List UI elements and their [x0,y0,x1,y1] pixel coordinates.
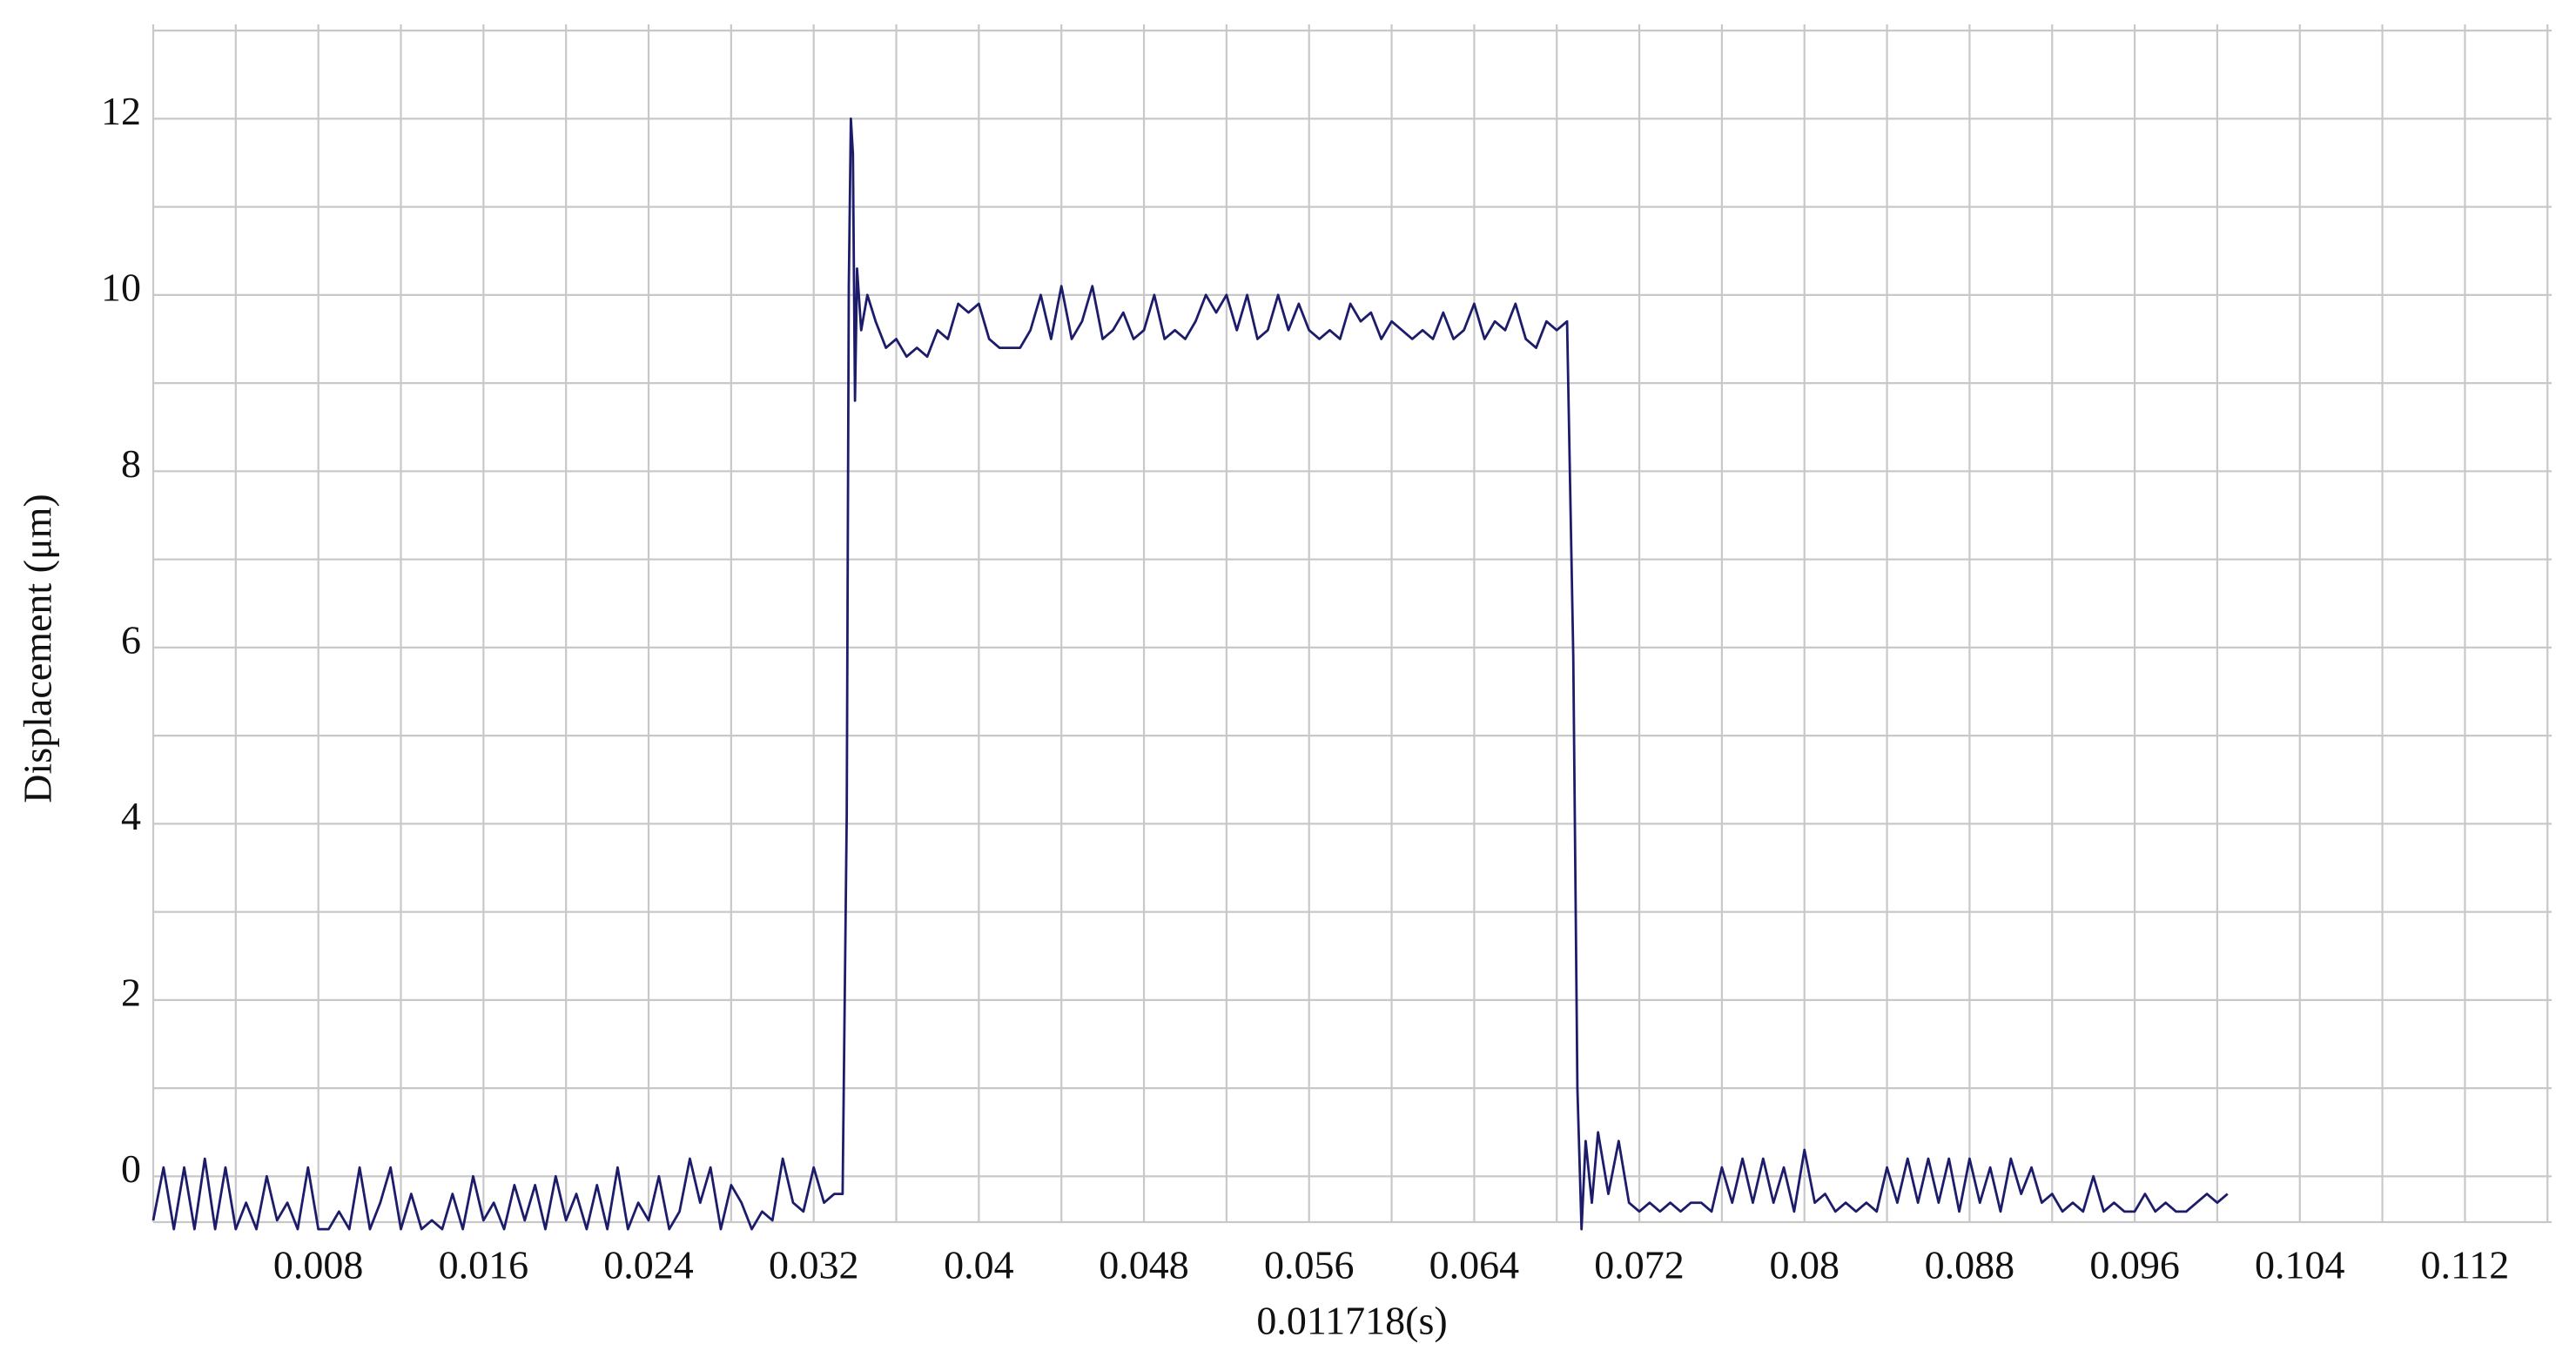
x-tick-label: 0.096 [2089,1243,2180,1287]
y-tick-label: 8 [121,441,141,486]
x-tick-label: 0.104 [2255,1243,2345,1287]
x-tick-label: 0.032 [769,1243,859,1287]
x-tick-label: 0.008 [273,1243,364,1287]
y-tick-label: 4 [121,794,141,838]
x-axis-label: 0.011718(s) [1256,1299,1447,1343]
x-tick-label: 0.08 [1769,1243,1840,1287]
x-tick-label: 0.088 [1925,1243,2015,1287]
x-tick-label: 0.04 [944,1243,1014,1287]
x-tick-label: 0.056 [1264,1243,1355,1287]
y-tick-label: 12 [101,89,141,133]
x-tick-label: 0.024 [603,1243,694,1287]
y-tick-label: 2 [121,970,141,1014]
x-tick-label: 0.016 [439,1243,529,1287]
x-tick-label: 0.072 [1594,1243,1685,1287]
x-tick-label: 0.064 [1429,1243,1520,1287]
data-line [151,117,2229,1231]
y-tick-label: 10 [101,265,141,309]
y-tick-label: 0 [121,1146,141,1191]
y-axis-label: Displacement (μm) [16,494,60,803]
x-tick-label: 0.048 [1099,1243,1189,1287]
y-tick-label: 6 [121,617,141,662]
x-tick-label: 0.112 [2421,1243,2510,1287]
